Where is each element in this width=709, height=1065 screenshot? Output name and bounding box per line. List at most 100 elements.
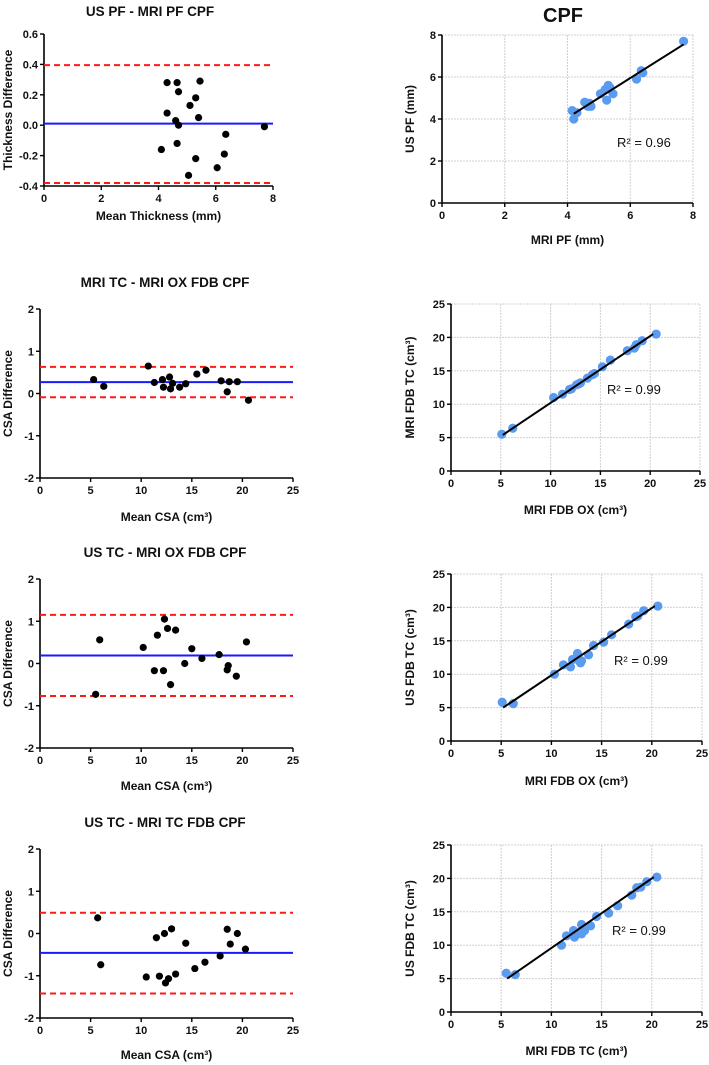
data-point [225, 378, 233, 386]
chart-panel-4: 0 5 10 15 20 25 -2 -1 0 1 2 US TC - MRI TC FDB CPF M… [1, 815, 299, 1062]
data-point [173, 139, 181, 148]
y-axis-label: US FDB TC (cm³) [403, 880, 417, 977]
y-tick-label: 4 [430, 114, 437, 126]
y-tick-label: 0.4 [23, 59, 39, 71]
x-axis-label: MRI FDB OX (cm³) [525, 774, 628, 788]
data-point [172, 970, 180, 978]
x-tick-label: 4 [155, 193, 162, 205]
data-point [202, 366, 210, 374]
y-tick-label: 1 [28, 886, 34, 898]
data-point [165, 373, 174, 381]
x-tick-label: 8 [690, 210, 696, 222]
data-point [558, 660, 569, 670]
data-point [160, 615, 169, 623]
data-point [216, 952, 224, 960]
data-point [196, 77, 204, 85]
x-tick-label: 0 [448, 748, 454, 760]
x-tick-label: 25 [287, 485, 299, 497]
y-tick-label: -1 [24, 971, 34, 983]
x-tick-label: 20 [646, 1019, 658, 1031]
y-axis-label: CSA Difference [1, 350, 15, 437]
y-tick-label: 8 [430, 30, 436, 42]
data-point [90, 375, 98, 384]
data-point [242, 638, 251, 646]
x-tick-label: 2 [98, 193, 104, 205]
regression-line [502, 333, 654, 436]
x-tick-label: 20 [236, 1025, 248, 1037]
x-tick-label: 15 [594, 478, 606, 490]
x-tick-label: 10 [135, 1025, 147, 1037]
data-point [166, 385, 175, 393]
data-point [97, 961, 105, 969]
y-tick-label: 2 [28, 574, 34, 586]
data-point [241, 945, 250, 953]
x-tick-label: 25 [696, 1019, 708, 1031]
y-tick-label: 15 [433, 366, 445, 378]
data-point [172, 626, 180, 634]
x-tick-label: 25 [287, 1025, 299, 1037]
chart-title: US TC - MRI OX FDB CPF [84, 545, 247, 560]
x-tick-label: 10 [544, 478, 556, 490]
data-point [139, 643, 147, 652]
x-tick-label: 20 [644, 478, 656, 490]
x-tick-label: 15 [186, 1025, 198, 1037]
y-tick-label: 0.2 [23, 90, 38, 102]
y-tick-label: 0 [28, 659, 34, 671]
y-tick-label: 2 [430, 156, 436, 168]
y-tick-label: 1 [28, 346, 34, 358]
x-tick-label: 5 [88, 755, 94, 767]
chart-panel-6: 0 5 10 15 20 25 0 5 10 15 20 25 MRI FDB OX (cm³) MRI … [403, 299, 706, 517]
x-tick-label: 0 [448, 478, 454, 490]
data-point [155, 972, 164, 980]
y-tick-label: 0 [439, 736, 445, 748]
y-tick-label: 5 [439, 703, 445, 715]
data-point [653, 601, 663, 611]
data-point [244, 396, 253, 404]
data-point [260, 123, 269, 131]
data-point [158, 375, 167, 384]
data-point [186, 101, 194, 110]
y-tick-label: -2 [24, 1013, 34, 1025]
y-tick-label: 0 [439, 1007, 445, 1019]
y-axis-label: US FDB TC (cm³) [403, 609, 417, 706]
y-tick-label: 20 [433, 332, 445, 344]
data-point [184, 171, 193, 179]
x-tick-label: 20 [646, 748, 658, 760]
x-axis-label: Mean CSA (cm³) [121, 510, 213, 524]
data-point [191, 964, 199, 973]
data-point [182, 380, 190, 388]
y-tick-label: -1 [24, 431, 34, 443]
data-point [182, 939, 190, 947]
x-axis-label: Mean Thickness (mm) [96, 209, 221, 223]
data-point [223, 925, 231, 933]
y-tick-label: 15 [433, 907, 445, 919]
data-point [651, 329, 661, 339]
data-point [167, 925, 176, 933]
data-point [166, 681, 175, 689]
data-point [602, 95, 612, 105]
x-axis-label: Mean CSA (cm³) [121, 1048, 213, 1062]
y-tick-label: -0.4 [19, 181, 39, 193]
data-point [501, 968, 511, 978]
chart-panel-8: 0 5 10 15 20 25 0 5 10 15 20 25 MRI FDB TC (cm³) US F… [403, 840, 708, 1058]
y-tick-label: 15 [433, 636, 445, 648]
data-point [652, 872, 662, 882]
data-point [222, 130, 230, 138]
r-squared-annotation: R² = 0.96 [617, 135, 671, 150]
data-point [100, 382, 108, 390]
y-tick-label: 0 [430, 198, 436, 210]
y-axis-label: MRI FDB TC (cm³) [403, 337, 417, 439]
x-axis-label: MRI FDB TC (cm³) [526, 1044, 628, 1058]
data-point [215, 651, 223, 659]
y-tick-label: -1 [24, 701, 34, 713]
x-tick-label: 0 [37, 1025, 43, 1037]
x-tick-label: 6 [213, 193, 219, 205]
data-point [163, 624, 172, 633]
data-point [174, 88, 183, 96]
data-point [96, 636, 104, 644]
y-tick-label: 25 [433, 569, 445, 581]
chart-panel-7: 0 5 10 15 20 25 0 5 10 15 20 25 MRI FDB OX (cm³) US F… [403, 569, 708, 788]
y-axis-label: US PF (mm) [403, 85, 417, 153]
y-tick-label: 5 [439, 974, 445, 986]
